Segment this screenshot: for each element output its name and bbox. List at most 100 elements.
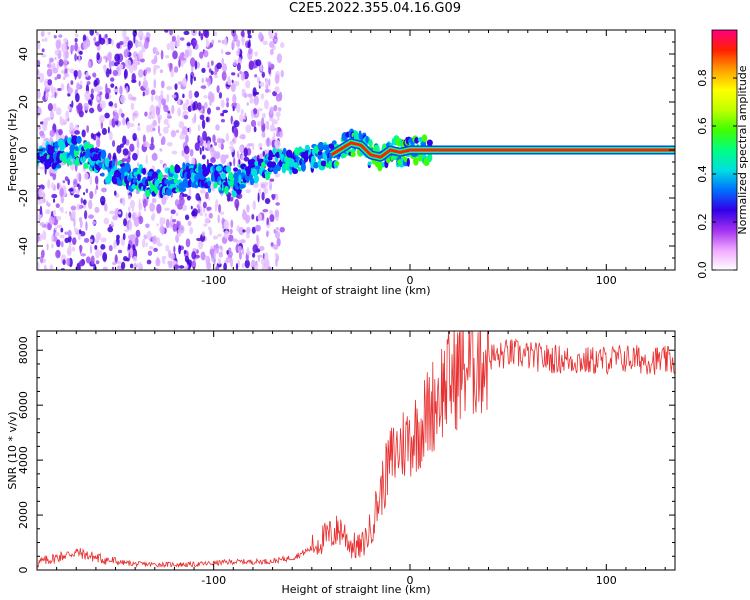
- noise-speckle: [193, 76, 196, 82]
- noise-speckle: [145, 242, 148, 248]
- noise-speckle: [137, 69, 144, 78]
- noise-speckle: [38, 72, 45, 83]
- noise-speckle: [211, 39, 215, 45]
- noise-speckle: [55, 203, 60, 209]
- noise-speckle: [199, 206, 203, 216]
- noise-speckle: [105, 57, 108, 63]
- signal-blob: [297, 166, 302, 172]
- signal-blob: [207, 187, 212, 193]
- noise-speckle: [45, 92, 48, 101]
- noise-speckle: [202, 130, 208, 141]
- noise-speckle: [116, 144, 122, 154]
- noise-speckle: [178, 55, 184, 60]
- noise-speckle: [111, 60, 115, 67]
- noise-speckle: [151, 153, 158, 161]
- noise-speckle: [171, 35, 176, 42]
- noise-speckle: [133, 217, 140, 228]
- noise-speckle: [218, 92, 223, 99]
- noise-speckle: [194, 142, 200, 151]
- signal-blob: [421, 134, 428, 143]
- noise-speckle: [166, 43, 171, 51]
- noise-speckle: [77, 69, 82, 80]
- noise-speckle: [253, 64, 257, 69]
- noise-speckle: [179, 134, 185, 140]
- noise-speckle: [130, 102, 135, 111]
- signal-blob: [232, 167, 239, 172]
- noise-speckle: [127, 206, 131, 212]
- y-tick-label: 0: [17, 147, 30, 154]
- noise-speckle: [220, 143, 224, 150]
- noise-speckle: [203, 50, 209, 58]
- noise-speckle: [142, 91, 145, 97]
- noise-speckle: [204, 217, 210, 223]
- noise-speckle: [137, 41, 143, 47]
- noise-speckle: [212, 235, 219, 240]
- noise-speckle: [131, 73, 136, 83]
- noise-speckle: [205, 76, 208, 82]
- noise-speckle: [167, 110, 171, 114]
- noise-speckle: [171, 104, 175, 114]
- noise-speckle: [127, 194, 132, 200]
- noise-speckle: [96, 138, 101, 148]
- noise-speckle: [245, 214, 251, 223]
- signal-blob: [282, 147, 287, 156]
- noise-speckle: [158, 132, 162, 137]
- noise-speckle: [245, 189, 251, 194]
- noise-speckle: [208, 212, 213, 219]
- noise-speckle: [241, 88, 246, 93]
- noise-speckle: [101, 201, 105, 206]
- signal-blob: [335, 161, 340, 166]
- noise-speckle: [56, 73, 61, 80]
- noise-speckle: [269, 41, 275, 48]
- noise-speckle: [155, 51, 160, 56]
- noise-speckle: [70, 80, 74, 85]
- y-tick-label: 0: [17, 567, 30, 574]
- noise-speckle: [224, 37, 228, 46]
- noise-speckle: [243, 92, 248, 99]
- noise-speckle: [209, 146, 215, 153]
- noise-speckle: [138, 80, 141, 87]
- noise-speckle: [265, 79, 269, 87]
- noise-speckle: [61, 42, 67, 53]
- noise-speckle: [129, 247, 134, 258]
- noise-speckle: [206, 140, 211, 151]
- noise-speckle: [169, 30, 173, 36]
- y-tick-label: 40: [17, 47, 30, 61]
- noise-speckle: [149, 245, 154, 250]
- noise-speckle: [113, 111, 119, 122]
- x-axis-label: Height of straight line (km): [281, 284, 430, 297]
- noise-speckle: [72, 178, 78, 188]
- noise-speckle: [207, 226, 212, 231]
- noise-speckle: [101, 127, 107, 136]
- noise-speckle: [156, 203, 162, 214]
- noise-speckle: [74, 71, 77, 80]
- noise-speckle: [113, 239, 117, 250]
- noise-speckle: [182, 103, 188, 111]
- noise-speckle: [181, 204, 188, 212]
- noise-speckle: [46, 117, 51, 121]
- noise-speckle: [188, 90, 193, 100]
- noise-speckle: [67, 229, 72, 237]
- noise-speckle: [95, 260, 100, 265]
- noise-speckle: [56, 249, 61, 258]
- noise-speckle: [176, 35, 181, 43]
- noise-speckle: [251, 109, 254, 120]
- colorbar-tick-label: 0.6: [696, 117, 709, 135]
- noise-speckle: [44, 37, 48, 42]
- noise-speckle: [156, 237, 161, 245]
- noise-speckle: [99, 114, 105, 124]
- noise-speckle: [159, 159, 163, 164]
- noise-speckle: [255, 224, 261, 232]
- noise-speckle: [201, 231, 205, 237]
- noise-speckle: [127, 243, 131, 250]
- noise-speckle: [156, 223, 159, 227]
- noise-speckle: [145, 223, 150, 229]
- noise-speckle: [62, 180, 66, 184]
- noise-speckle: [191, 251, 197, 260]
- noise-speckle: [75, 189, 80, 195]
- signal-blob: [186, 172, 191, 180]
- signal-blob: [228, 171, 234, 181]
- noise-speckle: [189, 226, 194, 235]
- noise-speckle: [245, 124, 252, 133]
- noise-speckle: [96, 52, 100, 61]
